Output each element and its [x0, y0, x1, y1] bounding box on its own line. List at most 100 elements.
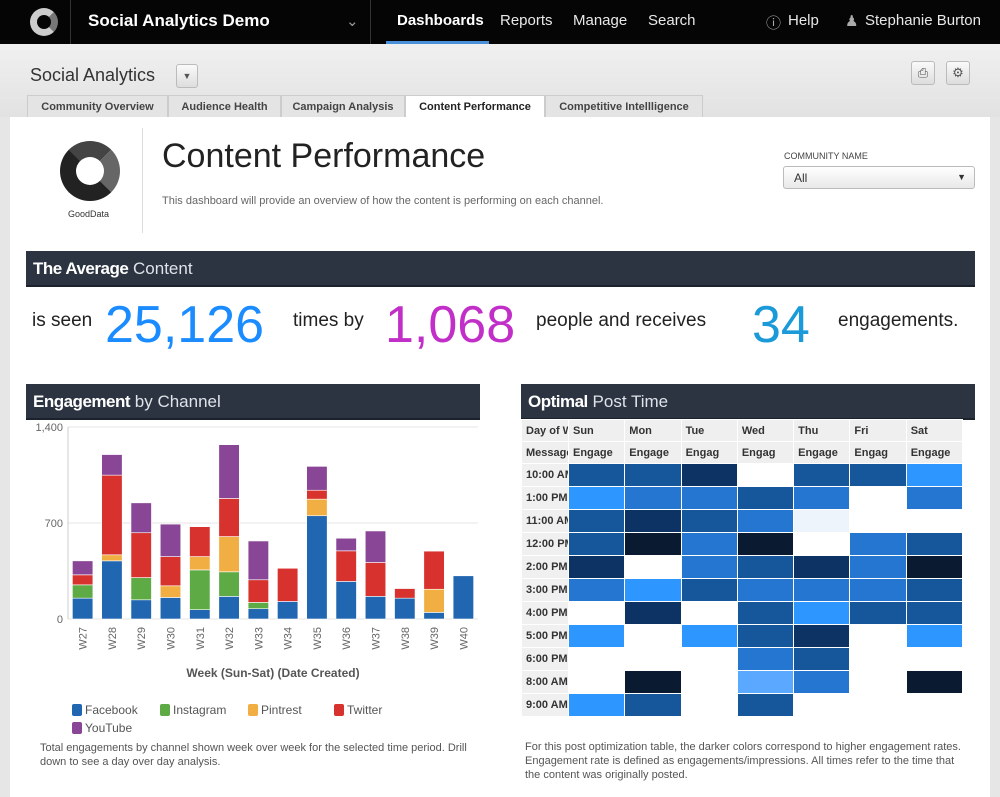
heatmap-cell[interactable]: [849, 463, 907, 487]
heatmap-cell[interactable]: [567, 624, 626, 648]
bar-pintrest-W35[interactable]: [306, 498, 328, 517]
heatmap-cell[interactable]: [793, 624, 851, 648]
legend-item-youtube[interactable]: YouTube: [72, 719, 132, 737]
heatmap-cell[interactable]: [793, 509, 851, 533]
heatmap-cell[interactable]: [680, 463, 738, 487]
tab-competitive-intelligence[interactable]: Competitive Intellligence: [545, 95, 703, 117]
heatmap-cell[interactable]: [567, 463, 626, 487]
bar-twitter-W33[interactable]: [247, 579, 269, 603]
help-icon[interactable]: ⓘ: [766, 15, 782, 32]
heatmap-cell[interactable]: [624, 509, 682, 533]
heatmap-cell[interactable]: [680, 624, 738, 648]
heatmap-cell[interactable]: [793, 532, 851, 556]
heatmap-cell[interactable]: [624, 624, 682, 648]
bar-facebook-W27[interactable]: [72, 597, 94, 620]
heatmap-cell[interactable]: [680, 486, 738, 510]
heatmap-cell[interactable]: [849, 555, 907, 579]
heatmap-cell[interactable]: [624, 532, 682, 556]
heatmap-cell[interactable]: [793, 578, 851, 602]
heatmap-cell[interactable]: [567, 555, 626, 579]
heatmap-cell[interactable]: [567, 601, 626, 625]
heatmap-cell[interactable]: [793, 486, 851, 510]
bar-youtube-W35[interactable]: [306, 466, 328, 491]
bar-twitter-W28[interactable]: [101, 474, 123, 556]
day-header[interactable]: Sat: [905, 419, 964, 442]
bar-twitter-W38[interactable]: [394, 588, 416, 599]
heatmap-cell[interactable]: [680, 509, 738, 533]
user-menu[interactable]: Stephanie Burton: [865, 12, 981, 29]
heatmap-cell[interactable]: [624, 578, 682, 602]
bar-youtube-W27[interactable]: [72, 560, 94, 576]
heatmap-cell[interactable]: [849, 486, 907, 510]
heatmap-cell[interactable]: [736, 670, 795, 694]
bar-twitter-W30[interactable]: [159, 556, 182, 587]
heatmap-cell[interactable]: [793, 601, 851, 625]
bar-twitter-W29[interactable]: [130, 532, 152, 578]
heatmap-cell[interactable]: [624, 670, 682, 694]
legend-item-twitter[interactable]: Twitter: [334, 701, 382, 719]
bar-facebook-W38[interactable]: [394, 597, 416, 620]
settings-gear-icon[interactable]: ⚙: [946, 61, 970, 85]
heatmap-cell[interactable]: [905, 601, 964, 625]
bar-twitter-W36[interactable]: [335, 550, 357, 582]
legend-item-facebook[interactable]: Facebook: [72, 701, 138, 719]
bar-facebook-W36[interactable]: [335, 581, 357, 620]
heatmap-cell[interactable]: [849, 670, 907, 694]
metric-header[interactable]: Engag: [849, 441, 907, 464]
heatmap-cell[interactable]: [849, 532, 907, 556]
heatmap-cell[interactable]: [567, 486, 626, 510]
day-header[interactable]: Mon: [624, 419, 682, 442]
bar-youtube-W28[interactable]: [101, 454, 123, 476]
bar-youtube-W37[interactable]: [364, 530, 387, 563]
bar-youtube-W29[interactable]: [130, 502, 152, 534]
heatmap-cell[interactable]: [793, 647, 851, 671]
heatmap-cell[interactable]: [680, 647, 738, 671]
nav-dashboards[interactable]: Dashboards: [397, 12, 484, 29]
bar-instagram-W29[interactable]: [130, 577, 152, 601]
bar-facebook-W32[interactable]: [218, 596, 240, 620]
bar-facebook-W28[interactable]: [101, 560, 123, 620]
tab-content-performance[interactable]: Content Performance: [405, 95, 545, 117]
bar-twitter-W34[interactable]: [277, 567, 299, 602]
heatmap-cell[interactable]: [849, 693, 907, 717]
heatmap-cell[interactable]: [905, 578, 964, 602]
nav-reports[interactable]: Reports: [500, 12, 553, 29]
day-header[interactable]: Sun: [567, 419, 626, 442]
heatmap-cell[interactable]: [905, 555, 964, 579]
bar-facebook-W34[interactable]: [277, 601, 299, 620]
heatmap-cell[interactable]: [905, 624, 964, 648]
heatmap-cell[interactable]: [905, 486, 964, 510]
bar-twitter-W35[interactable]: [306, 489, 328, 500]
heatmap-cell[interactable]: [905, 532, 964, 556]
heatmap-cell[interactable]: [849, 647, 907, 671]
bar-youtube-W36[interactable]: [335, 537, 357, 552]
community-name-select[interactable]: All ▼: [783, 166, 975, 189]
gooddata-logo-icon[interactable]: [30, 8, 58, 36]
bar-youtube-W33[interactable]: [247, 540, 269, 581]
heatmap-cell[interactable]: [905, 670, 964, 694]
heatmap-cell[interactable]: [905, 693, 964, 717]
bar-instagram-W32[interactable]: [218, 571, 240, 597]
heatmap-cell[interactable]: [905, 463, 964, 487]
heatmap-cell[interactable]: [736, 693, 795, 717]
legend-item-pintrest[interactable]: Pintrest: [248, 701, 302, 719]
heatmap-cell[interactable]: [680, 578, 738, 602]
metric-header[interactable]: Engage: [624, 441, 682, 464]
tab-campaign-analysis[interactable]: Campaign Analysis: [281, 95, 405, 117]
heatmap-cell[interactable]: [624, 463, 682, 487]
bar-facebook-W35[interactable]: [306, 515, 328, 620]
heatmap-cell[interactable]: [736, 555, 795, 579]
tab-community-overview[interactable]: Community Overview: [27, 95, 168, 117]
heatmap-cell[interactable]: [680, 693, 738, 717]
metric-header[interactable]: Engage: [793, 441, 851, 464]
help-link[interactable]: Help: [788, 12, 819, 29]
metric-header[interactable]: Engag: [680, 441, 738, 464]
heatmap-cell[interactable]: [793, 463, 851, 487]
bar-facebook-W39[interactable]: [423, 612, 445, 620]
heatmap-cell[interactable]: [793, 555, 851, 579]
bar-pintrest-W32[interactable]: [218, 536, 240, 573]
heatmap-cell[interactable]: [849, 624, 907, 648]
metric-header[interactable]: Engage: [905, 441, 964, 464]
bar-facebook-W37[interactable]: [364, 596, 387, 620]
heatmap-cell[interactable]: [793, 670, 851, 694]
